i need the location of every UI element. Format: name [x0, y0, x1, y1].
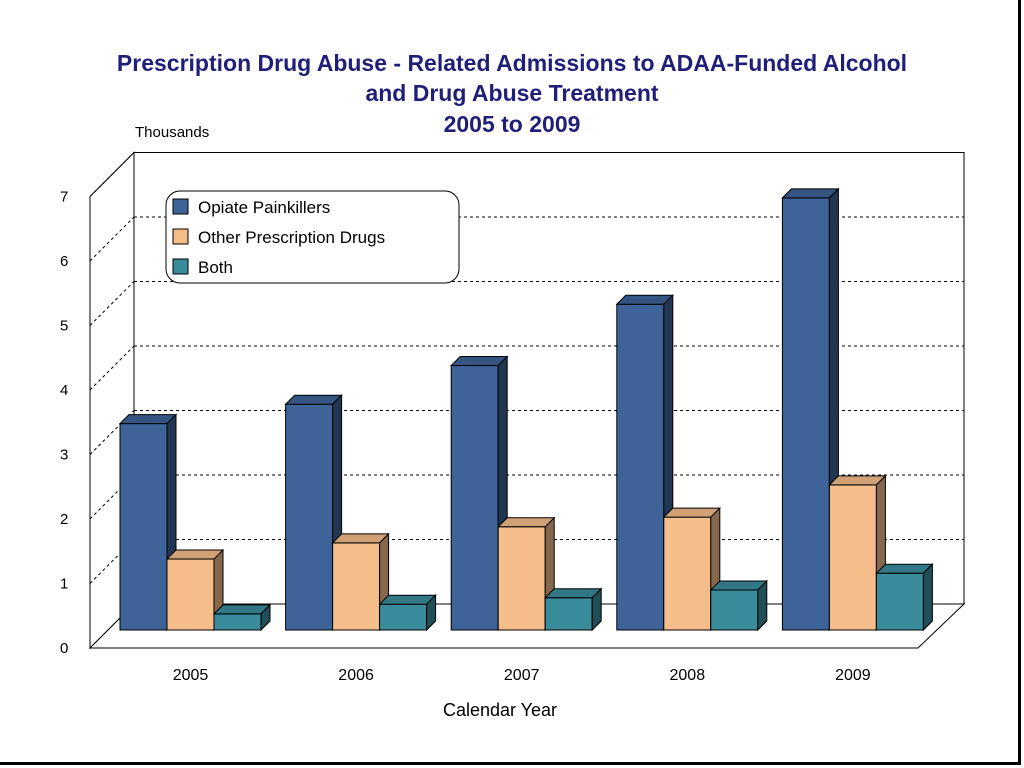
x-tick-label: 2006 — [338, 667, 374, 684]
legend-label: Other Prescription Drugs — [198, 228, 385, 247]
bar-2008-both — [709, 579, 769, 632]
bar-front-face — [828, 484, 877, 631]
bar-top-face — [496, 517, 556, 528]
y-tick-label: 3 — [60, 447, 68, 464]
bar-front-face — [213, 613, 262, 631]
bar-front-face — [285, 403, 334, 631]
bar-top-face — [449, 356, 509, 367]
y-tick-label: 6 — [60, 253, 68, 270]
gridline-side — [89, 345, 135, 391]
bar-top-face — [331, 533, 390, 544]
bar-top-face — [709, 580, 769, 591]
x-axis-title: Calendar Year — [442, 700, 558, 720]
x-tick-label: 2009 — [835, 667, 871, 684]
y-tick-label: 0 — [60, 640, 68, 657]
y-tick-label: 1 — [60, 576, 68, 593]
bar-side-face — [426, 593, 437, 632]
gridline-side — [89, 281, 135, 326]
bar-top-face — [662, 507, 722, 518]
legend-label: Both — [198, 258, 233, 277]
bar-side-face — [757, 579, 768, 632]
gridline-side — [89, 152, 135, 197]
bar-side-face — [591, 587, 602, 632]
gridline-side — [89, 539, 135, 584]
gridline-side — [89, 474, 135, 520]
legend-swatch — [172, 198, 189, 215]
bar-2007-other-prescription-drugs — [496, 516, 556, 632]
bar-2007-both — [543, 587, 603, 632]
x-tick-label: 2005 — [173, 667, 209, 684]
gridline-side — [89, 410, 135, 455]
bar-side-face — [922, 563, 933, 632]
bar-front-face — [544, 597, 593, 631]
bar-front-face — [616, 303, 665, 631]
y-tick-label: 4 — [60, 382, 68, 399]
bar-front-face — [166, 558, 215, 631]
legend: Opiate Painkillers Other Prescription Dru… — [165, 190, 460, 284]
bar-front-face — [781, 197, 830, 631]
legend-box — [165, 190, 460, 284]
bar-front-face — [663, 516, 712, 631]
bar-top-face — [615, 294, 675, 305]
bar-top-face — [378, 594, 437, 605]
bar-front-face — [497, 526, 546, 631]
chart-title-line-2: and Drug Abuse Treatment — [365, 80, 659, 106]
x-tick-label: 2007 — [504, 667, 540, 684]
bar-2008-other-prescription-drugs — [662, 506, 722, 632]
bar-top-face — [165, 549, 225, 560]
chart-title-line-1: Prescription Drug Abuse - Related Admiss… — [116, 50, 908, 76]
x-tick-label: 2008 — [670, 667, 706, 684]
legend-swatch — [172, 228, 189, 245]
bar-2009-both — [875, 563, 934, 632]
bar-2006-both — [378, 593, 437, 632]
chart-title-line-3: 2005 to 2009 — [443, 111, 581, 137]
y-tick-label: 5 — [60, 318, 68, 335]
bar-side-face — [260, 603, 271, 632]
bar-front-face — [379, 603, 428, 631]
bar-front-face — [450, 365, 499, 631]
y-tick-label: 7 — [60, 189, 68, 206]
legend-swatch — [172, 258, 189, 275]
bar-front-face — [710, 589, 759, 631]
bar-front-face — [332, 542, 381, 631]
bar-top-face — [543, 588, 603, 599]
y-tick-label: 2 — [60, 511, 68, 528]
bar-front-face — [875, 572, 924, 631]
legend-label: Opiate Painkillers — [198, 198, 330, 217]
bar-top-face — [284, 394, 343, 405]
bar-top-face — [118, 414, 178, 425]
bar-top-face — [875, 563, 934, 574]
y-axis-unit-label: Thousands — [135, 124, 210, 141]
gridline-side — [89, 216, 135, 262]
bar-front-face — [119, 423, 168, 631]
bar-top-face — [212, 604, 272, 615]
bar-top-face — [828, 475, 887, 486]
bar-2005-other-prescription-drugs — [165, 548, 225, 632]
bar-top-face — [781, 188, 840, 199]
bar-2005-both — [212, 603, 272, 632]
